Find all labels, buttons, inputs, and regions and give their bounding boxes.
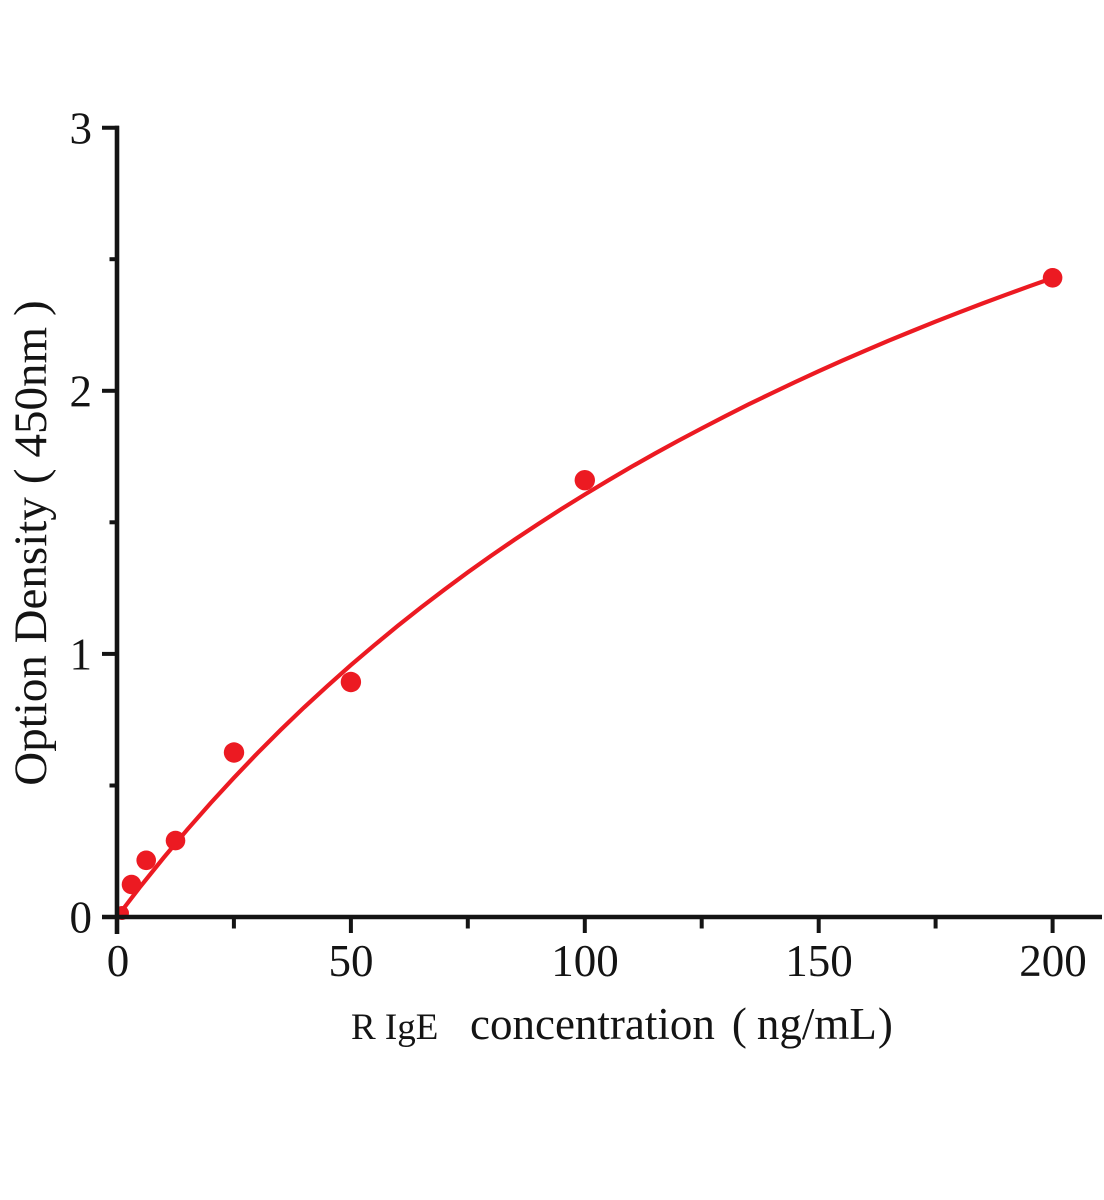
svg-text:R IgE: R IgE (351, 1007, 438, 1048)
svg-text:2: 2 (70, 367, 93, 417)
svg-text:50: 50 (329, 936, 374, 986)
svg-text:Option Density(450nm): Option Density(450nm) (5, 300, 57, 785)
svg-text:1: 1 (70, 630, 93, 680)
svg-text:3: 3 (70, 104, 93, 154)
svg-text:concentration(ng/mL): concentration(ng/mL) (470, 999, 893, 1049)
svg-text:100: 100 (551, 936, 619, 986)
svg-text:0: 0 (107, 936, 130, 986)
svg-text:0: 0 (70, 893, 93, 943)
svg-text:200: 200 (1019, 936, 1087, 986)
svg-text:150: 150 (785, 936, 853, 986)
